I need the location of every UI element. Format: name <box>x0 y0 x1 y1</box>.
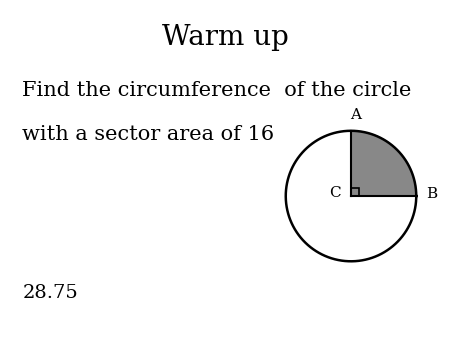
Text: Find the circumference  of the circle: Find the circumference of the circle <box>22 81 412 100</box>
Polygon shape <box>351 131 416 196</box>
Text: with a sector area of 16: with a sector area of 16 <box>22 125 274 144</box>
Text: 28.75: 28.75 <box>22 284 78 302</box>
Text: Warm up: Warm up <box>162 24 288 51</box>
Text: A: A <box>350 108 361 122</box>
Text: C: C <box>329 186 341 200</box>
Text: B: B <box>426 187 437 201</box>
